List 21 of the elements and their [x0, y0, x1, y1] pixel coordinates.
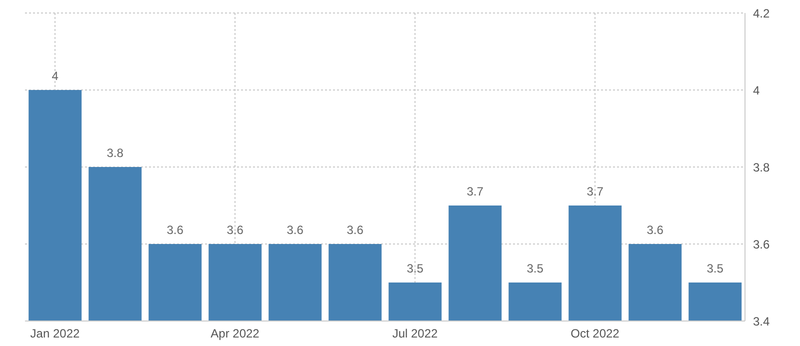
- data-label: 3.5: [406, 262, 424, 276]
- x-tick-label: Jan 2022: [30, 326, 80, 341]
- data-label: 3.6: [226, 223, 244, 237]
- data-label: 3.7: [466, 184, 484, 198]
- data-label: 3.8: [106, 146, 124, 160]
- data-label: 3.6: [286, 223, 304, 237]
- x-tick-label: Oct 2022: [570, 326, 620, 341]
- data-label: 3.6: [166, 223, 184, 237]
- data-label: 4: [52, 69, 59, 83]
- y-tick-label: 3.8: [753, 160, 770, 174]
- data-label: 3.7: [586, 184, 604, 198]
- data-label: 3.5: [706, 262, 724, 276]
- x-tick-label: Apr 2022: [210, 326, 260, 341]
- data-label: 3.6: [646, 223, 664, 237]
- y-tick-label: 3.4: [753, 314, 770, 328]
- x-tick-label: Jul 2022: [392, 326, 438, 341]
- y-tick-label: 4: [753, 83, 760, 98]
- data-label: 3.6: [346, 223, 364, 237]
- y-tick-label: 3.6: [753, 237, 770, 252]
- y-tick-label: 4.2: [753, 6, 770, 20]
- data-label: 3.5: [526, 262, 544, 276]
